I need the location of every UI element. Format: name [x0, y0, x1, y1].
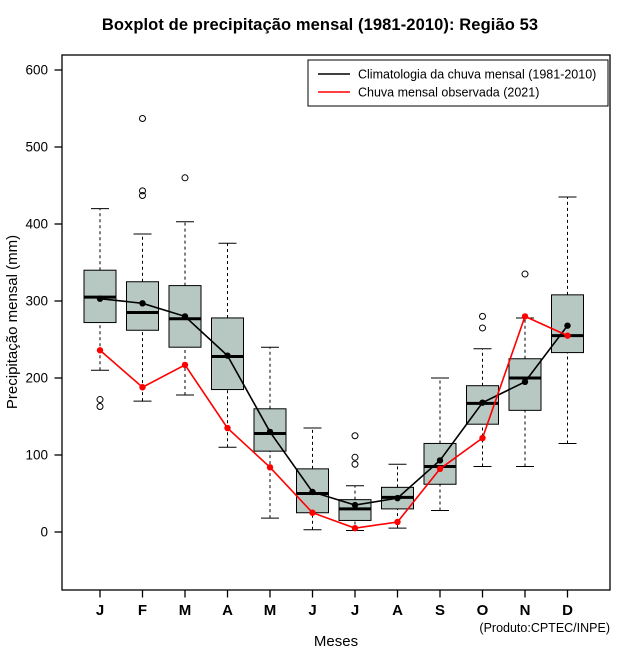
x-tick-label: A [392, 602, 403, 619]
y-axis: 0 100 200 300 400 500 600 [25, 63, 62, 540]
outlier-point [96, 396, 104, 404]
product-footnote: (Produto:CPTEC/INPE) [479, 621, 610, 635]
x-tick-label: O [477, 602, 489, 619]
box [423, 442, 457, 485]
x-tick-label: J [351, 602, 359, 619]
x-tick-label: J [308, 602, 316, 619]
series-point-1 [96, 347, 104, 354]
series-point-1 [394, 518, 401, 526]
outlier-point [181, 174, 189, 182]
series-point-1 [564, 332, 571, 339]
series-point-1 [266, 464, 274, 471]
outlier-point [96, 402, 104, 410]
y-tick-label: 600 [25, 63, 48, 78]
y-tick-label: 500 [25, 140, 48, 155]
y-tick-label: 100 [25, 448, 48, 463]
x-tick-label: N [520, 602, 531, 619]
series-point-1 [181, 361, 189, 369]
series-point-1 [309, 509, 316, 516]
x-tick-label: M [179, 602, 192, 619]
y-tick-label: 0 [40, 525, 48, 540]
outlier-point [139, 115, 146, 123]
x-tick-label: J [96, 602, 104, 619]
series-point-0 [266, 428, 274, 436]
outlier-point [479, 312, 486, 320]
y-axis-label: Precipitação mensal (mm) [4, 235, 21, 409]
plot-border [61, 54, 611, 591]
series-point-0 [521, 378, 529, 386]
outlier-point [139, 187, 146, 195]
x-tick-label: M [264, 602, 277, 619]
legend-box [307, 59, 609, 107]
legend-label-climatology: Climatologia da chuva mensal (1981-2010) [358, 68, 596, 82]
series-point-0 [394, 494, 401, 502]
outlier-point [479, 324, 486, 332]
outlier-point [139, 192, 146, 200]
series-point-1 [351, 524, 359, 532]
series-point-0 [181, 313, 189, 320]
chart-title: Boxplot de precipitação mensal (1981-201… [101, 16, 539, 34]
series-point-0 [436, 457, 444, 464]
series-point-0 [96, 295, 104, 302]
x-tick-label: D [562, 602, 573, 619]
y-tick-label: 400 [25, 217, 48, 232]
x-tick-label: S [435, 602, 445, 619]
series-line-1 [99, 315, 568, 529]
x-tick-label: F [138, 602, 147, 619]
series-line-0 [99, 297, 569, 506]
x-axis-label: Meses [314, 633, 358, 650]
series-point-1 [436, 465, 444, 473]
y-tick-label: 300 [25, 294, 48, 309]
y-tick-label: 200 [25, 371, 48, 386]
series-point-1 [139, 384, 146, 391]
series-point-1 [521, 313, 529, 320]
series-point-0 [139, 300, 146, 307]
series-layer [96, 295, 571, 532]
series-point-1 [479, 434, 486, 442]
series-point-0 [479, 399, 486, 406]
legend-label-observed: Chuva mensal observada (2021) [358, 86, 539, 100]
series-point-1 [224, 424, 231, 432]
series-point-0 [564, 322, 571, 329]
outlier-point [521, 270, 529, 278]
series-point-0 [224, 352, 231, 359]
boxplot-layer [83, 115, 584, 531]
series-point-0 [351, 501, 359, 509]
outlier-point [351, 453, 359, 461]
x-tick-label: A [222, 602, 233, 619]
outlier-point [351, 460, 359, 468]
legend: Climatologia da chuva mensal (1981-2010)… [307, 59, 609, 107]
series-point-0 [309, 488, 316, 496]
outlier-point [351, 432, 359, 440]
